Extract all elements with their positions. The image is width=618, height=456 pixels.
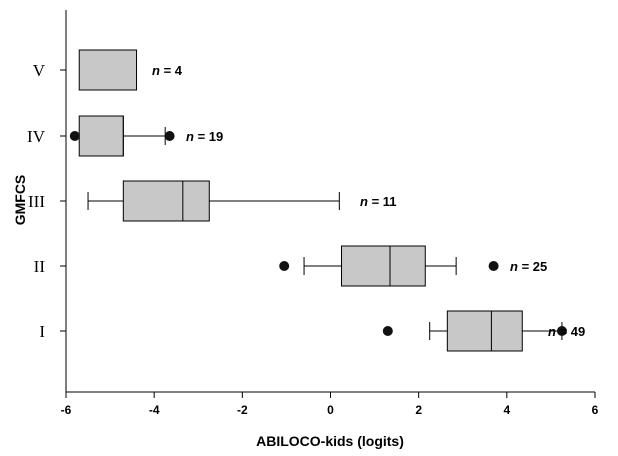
n-value: = 19 bbox=[194, 129, 223, 144]
boxes: n = 4n = 19n = 11n = 25n = 49 bbox=[69, 49, 585, 352]
box bbox=[446, 310, 523, 352]
y-category-label: III bbox=[28, 192, 45, 211]
n-value: = 25 bbox=[518, 259, 547, 274]
box bbox=[341, 245, 426, 287]
box bbox=[78, 49, 138, 91]
box-group: n = 49 bbox=[382, 310, 585, 352]
n-value: = 11 bbox=[368, 194, 397, 209]
n-symbol: n bbox=[186, 129, 194, 144]
outlier-point bbox=[69, 131, 80, 141]
n-symbol: n bbox=[548, 324, 556, 339]
y-category-label: IV bbox=[27, 127, 46, 146]
box-group: n = 4 bbox=[78, 49, 183, 91]
n-label: n = 25 bbox=[510, 259, 547, 274]
outlier-point bbox=[556, 326, 567, 336]
n-label: n = 4 bbox=[152, 63, 183, 78]
x-ticks: -6 -4 -2 0 2 4 6 bbox=[61, 392, 599, 417]
x-tick-label: 6 bbox=[592, 403, 599, 417]
box-group: n = 11 bbox=[87, 180, 397, 222]
box bbox=[78, 115, 124, 157]
outlier-point bbox=[279, 261, 290, 271]
y-category-label: V bbox=[33, 61, 46, 80]
n-symbol: n bbox=[152, 63, 160, 78]
n-label: n = 19 bbox=[186, 129, 223, 144]
box bbox=[122, 180, 210, 222]
n-label: n = 11 bbox=[360, 194, 397, 209]
x-axis-title: ABILOCO-kids (logits) bbox=[256, 433, 404, 449]
outlier-point bbox=[382, 326, 393, 336]
n-value: = 4 bbox=[160, 63, 183, 78]
y-category-label: I bbox=[39, 322, 45, 341]
x-tick-label: -6 bbox=[61, 403, 72, 417]
outlier-point bbox=[164, 131, 175, 141]
x-tick-label: 4 bbox=[503, 403, 510, 417]
box-group: n = 25 bbox=[279, 245, 547, 287]
n-symbol: n bbox=[510, 259, 518, 274]
y-category-label: II bbox=[34, 257, 46, 276]
outlier-point bbox=[488, 261, 499, 271]
n-value: = 49 bbox=[556, 324, 585, 339]
box-group: n = 19 bbox=[69, 115, 223, 157]
n-symbol: n bbox=[360, 194, 368, 209]
y-axis-title: GMFCS bbox=[12, 175, 28, 226]
x-tick-label: 2 bbox=[415, 403, 422, 417]
x-tick-label: -4 bbox=[149, 403, 160, 417]
x-tick-label: -2 bbox=[237, 403, 248, 417]
x-tick-label: 0 bbox=[327, 403, 334, 417]
n-label: n = 49 bbox=[548, 324, 585, 339]
